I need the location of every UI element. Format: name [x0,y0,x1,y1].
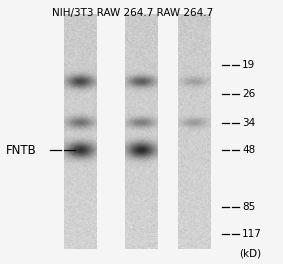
Text: 19: 19 [242,60,255,70]
Text: 117: 117 [242,229,262,239]
Text: (kD): (kD) [239,249,261,259]
Text: 85: 85 [242,202,255,212]
Text: 48: 48 [242,145,255,155]
Text: 26: 26 [242,89,255,99]
Text: FNTB: FNTB [6,144,37,157]
Text: NIH/3T3 RAW 264.7 RAW 264.7: NIH/3T3 RAW 264.7 RAW 264.7 [52,8,214,18]
Text: 34: 34 [242,118,255,128]
